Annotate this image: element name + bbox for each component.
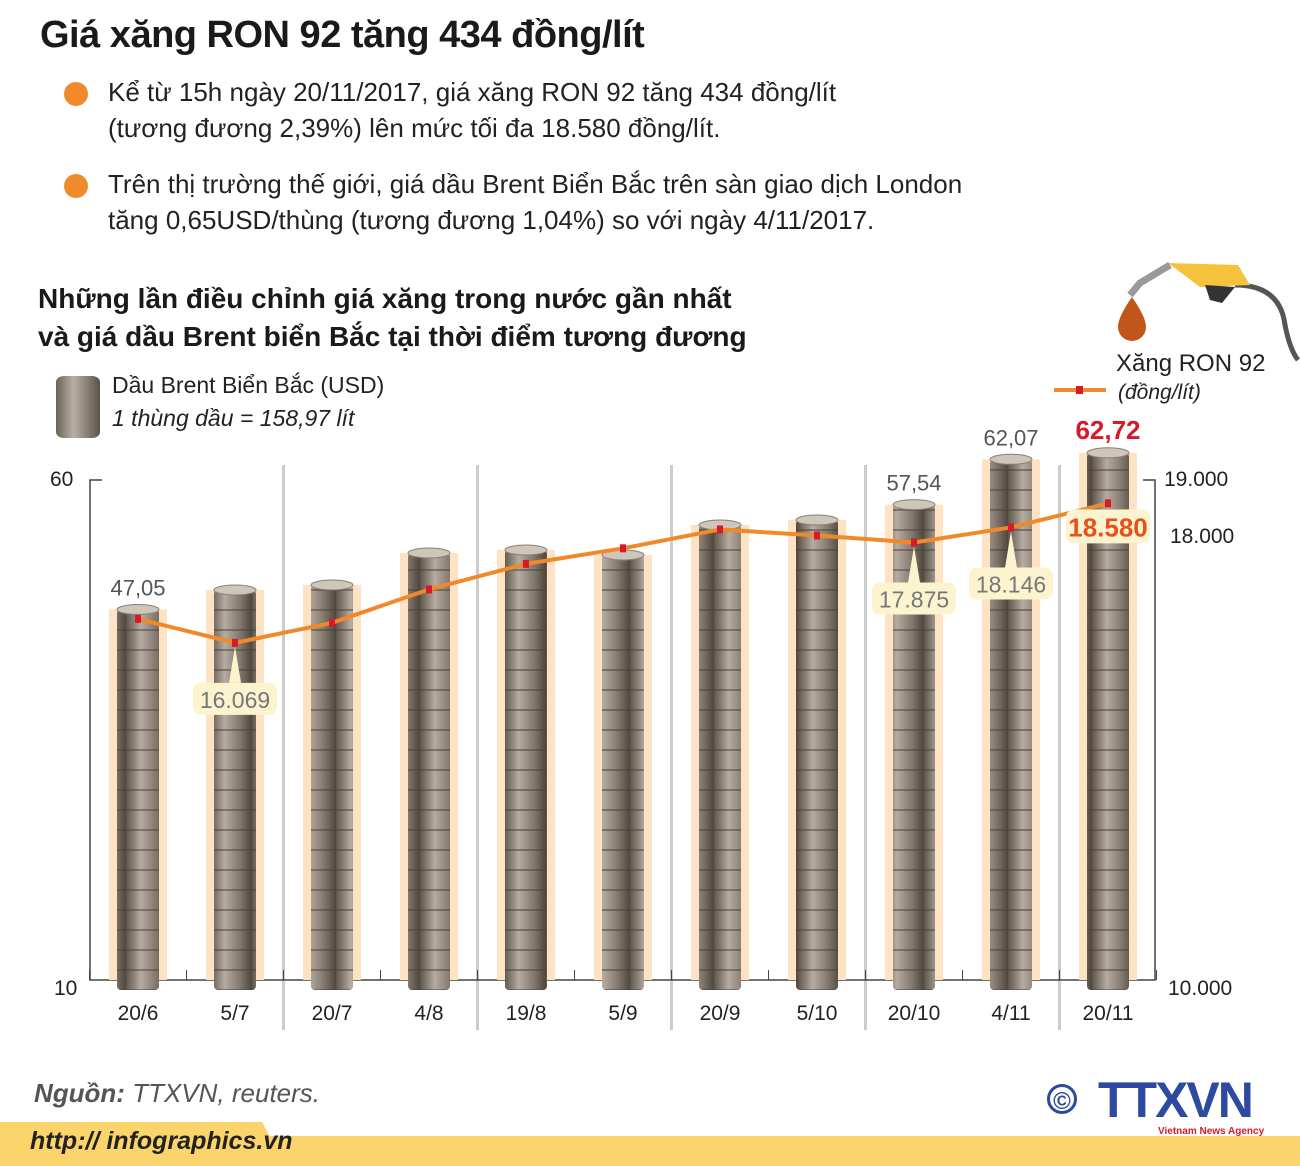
ron92-point xyxy=(426,585,432,594)
page-title: Giá xăng RON 92 tăng 434 đồng/lít xyxy=(40,14,645,56)
ron92-point xyxy=(329,618,335,627)
bullet-text-1: Kể từ 15h ngày 20/11/2017, giá xăng RON … xyxy=(108,77,837,143)
barrel-top xyxy=(407,547,451,559)
callout-pointer xyxy=(908,546,920,583)
fuel-pump-nozzle-icon xyxy=(1118,261,1300,362)
left-tick-10: 10 xyxy=(54,977,78,1000)
legend-brent-note: 1 thùng dầu = 158,97 lít xyxy=(112,405,355,431)
bar-barrel-stack xyxy=(602,555,644,990)
line-value-label: 16.069 xyxy=(200,687,270,713)
barrel-top xyxy=(892,499,936,511)
x-axis-label: 4/8 xyxy=(414,1002,444,1025)
ron92-point xyxy=(717,525,723,534)
legend-line-icon xyxy=(1054,386,1106,394)
chart-subtitle: Những lần điều chỉnh giá xăng trong nước… xyxy=(38,283,747,352)
ron92-point xyxy=(911,538,917,547)
ttxvn-logo: TTXVN xyxy=(1098,1072,1254,1128)
ron92-point xyxy=(523,559,529,568)
x-axis-label: 20/7 xyxy=(311,1002,353,1025)
bar-barrel-stack xyxy=(1087,452,1129,990)
url-link[interactable]: http:// infographics.vn xyxy=(30,1127,293,1155)
bar-barrel-stack xyxy=(699,525,741,990)
right-tick-10000: 10.000 xyxy=(1168,977,1233,1000)
line-value-label: 18.580 xyxy=(1068,512,1148,542)
ron92-point xyxy=(135,614,141,623)
barrel-top xyxy=(989,453,1033,465)
ron92-point xyxy=(620,544,626,553)
bar-value-label: 57,54 xyxy=(886,471,941,496)
legend-brent: Dầu Brent Biển Bắc (USD) xyxy=(112,372,385,398)
bar-value-label: 62,07 xyxy=(983,425,1038,450)
bar-barrel-stack xyxy=(893,504,935,990)
url-tab xyxy=(0,1122,285,1166)
callout-pointer xyxy=(1005,531,1017,568)
x-axis-label: 5/9 xyxy=(608,1002,638,1025)
barrel-legend-icon xyxy=(56,376,100,438)
barrel-top xyxy=(213,584,257,596)
line-label-box xyxy=(1066,509,1150,544)
x-axis-label: 4/11 xyxy=(991,1002,1031,1025)
right-tick-18000: 18.000 xyxy=(1170,525,1235,548)
line-label-box xyxy=(872,582,956,615)
x-axis-label: 5/7 xyxy=(220,1002,250,1025)
x-axis-label: 5/10 xyxy=(796,1002,838,1025)
copyright-icon: © xyxy=(1047,1084,1077,1115)
ron92-point xyxy=(814,531,820,540)
bar-barrel-stack xyxy=(117,609,159,990)
callout-pointer xyxy=(229,646,241,683)
left-tick-60: 60 xyxy=(50,468,74,491)
bar-barrel-stack xyxy=(408,553,450,990)
ron92-point xyxy=(232,638,238,647)
barrel-top xyxy=(1086,447,1130,459)
line-value-label: 18.146 xyxy=(976,571,1046,597)
bar-barrel-stack xyxy=(311,585,353,990)
right-tick-19000: 19.000 xyxy=(1164,468,1229,491)
x-axis-label: 20/10 xyxy=(887,1002,941,1025)
logo-subtitle: Vietnam News Agency xyxy=(1158,1126,1265,1137)
legend-ron-unit: (đồng/lít) xyxy=(1118,381,1201,404)
line-value-label: 17.875 xyxy=(879,587,949,613)
barrel-top xyxy=(504,544,548,556)
barrel-top xyxy=(310,579,354,591)
line-label-box xyxy=(969,567,1053,600)
x-axis-label: 19/8 xyxy=(505,1002,547,1025)
bar-value-label: 62,72 xyxy=(1075,415,1140,445)
source: Nguồn: TTXVN, reuters. xyxy=(34,1078,321,1108)
x-axis-label: 20/11 xyxy=(1082,1002,1134,1025)
x-axis-label: 20/9 xyxy=(699,1002,741,1025)
legend-ron: Xăng RON 92 xyxy=(1116,350,1266,377)
ron92-point xyxy=(1008,523,1014,532)
bar-value-label: 47,05 xyxy=(110,576,165,601)
barrel-top xyxy=(116,604,160,615)
bullet-dot xyxy=(64,174,88,198)
x-axis-label: 20/6 xyxy=(117,1002,159,1025)
bar-barrel-stack xyxy=(796,520,838,990)
bullet-dot xyxy=(64,82,88,106)
bullet-text-2: Trên thị trường thế giới, giá dầu Brent … xyxy=(108,169,963,235)
ron92-point xyxy=(1105,499,1111,508)
line-label-box xyxy=(193,682,277,715)
bar-barrel-stack xyxy=(505,550,547,990)
barrel-top xyxy=(795,514,839,526)
